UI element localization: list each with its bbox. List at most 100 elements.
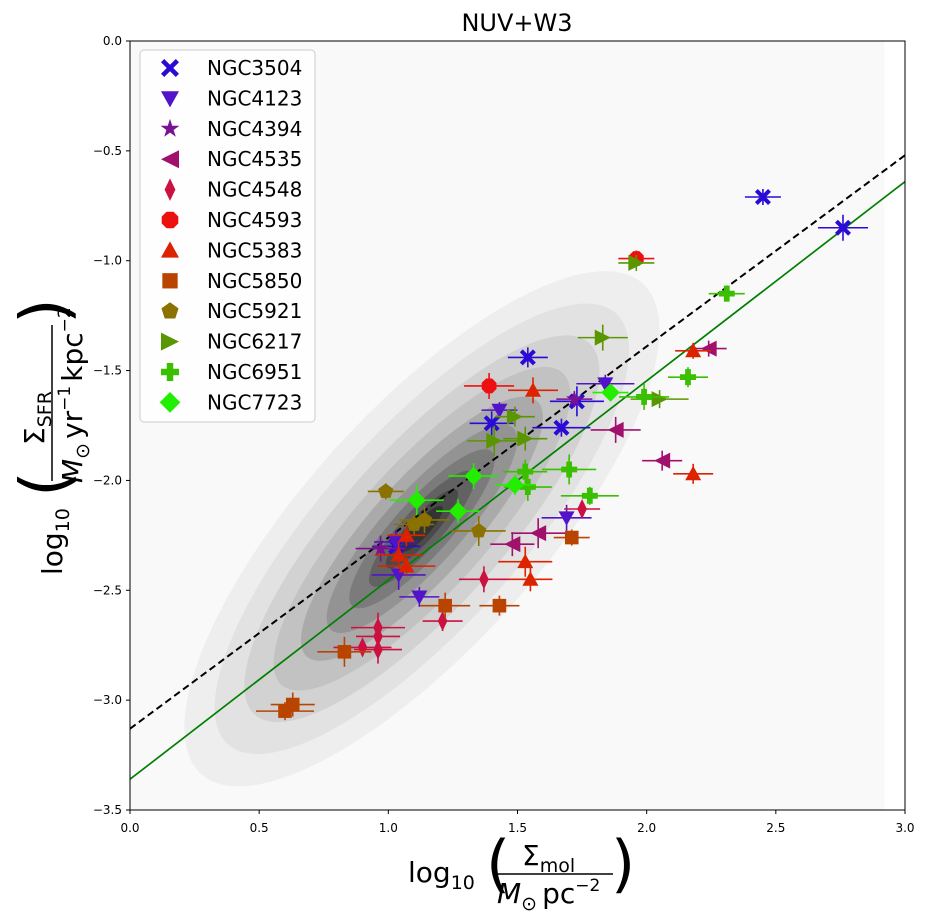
legend-label: NGC5383 xyxy=(207,238,302,262)
data-point xyxy=(373,639,383,660)
y-tick-label: −2.5 xyxy=(93,583,122,597)
series-NGC6951 xyxy=(503,285,745,505)
series-NGC5850 xyxy=(256,529,590,721)
data-point xyxy=(491,403,508,419)
legend-label: NGC5921 xyxy=(207,299,302,323)
data-point xyxy=(835,219,851,236)
legend-label: NGC5850 xyxy=(207,269,302,293)
data-point xyxy=(517,430,534,447)
legend-marker xyxy=(164,178,176,201)
x-tick-label: 2.0 xyxy=(637,821,656,835)
legend-marker xyxy=(161,59,179,77)
data-point xyxy=(504,536,521,553)
x-tick-label: 1.5 xyxy=(508,821,527,835)
legend-marker xyxy=(161,211,179,229)
data-point xyxy=(471,522,487,538)
data-point xyxy=(685,342,702,358)
series-NGC4535 xyxy=(490,340,727,557)
svg-text:Σmol: Σmol xyxy=(522,839,575,877)
data-point xyxy=(636,388,653,405)
data-point xyxy=(700,340,717,357)
y-tick-label: −3.0 xyxy=(93,693,122,707)
data-point xyxy=(525,382,541,397)
data-point xyxy=(390,547,407,562)
legend-label: NGC6951 xyxy=(207,360,302,384)
data-point xyxy=(411,590,428,605)
y-axis-ticks: 0.0 −0.5 −1.0 −1.5 −2.0 −2.5 −3.0 −3.5 xyxy=(93,34,130,817)
data-point xyxy=(680,369,696,386)
x-axis-ticks: 0.0 0.5 1.0 1.5 2.0 2.5 3.0 xyxy=(120,810,915,835)
data-point xyxy=(492,598,507,613)
y-tick-label: 0.0 xyxy=(103,34,122,48)
data-point xyxy=(654,452,671,469)
x-tick-label: 1.0 xyxy=(379,821,398,835)
y-tick-label: −1.5 xyxy=(93,364,122,378)
reference-dashed-line xyxy=(130,154,905,730)
y-tick-label: −1.0 xyxy=(93,254,122,268)
legend-label: NGC4123 xyxy=(207,86,302,110)
data-point xyxy=(517,553,534,569)
svg-text:M⊙yr−1kpc−2: M⊙yr−1kpc−2 xyxy=(55,307,94,483)
series-NGC5921 xyxy=(367,483,506,546)
x-tick-label: 2.5 xyxy=(766,821,785,835)
data-point xyxy=(651,391,668,408)
data-point xyxy=(594,329,611,346)
y-axis-label: log10 ( ΣSFR M⊙yr−1kpc−2 ) xyxy=(6,298,94,575)
svg-text:(: ( xyxy=(6,471,83,497)
data-point xyxy=(628,254,645,271)
svg-text:M⊙pc−2: M⊙ pc−2 xyxy=(497,876,600,915)
chart-title: NUV+W3 xyxy=(461,9,572,37)
data-point xyxy=(479,569,489,590)
x-tick-label: 0.0 xyxy=(120,821,139,835)
data-point xyxy=(406,516,422,531)
data-point xyxy=(519,479,536,496)
series-NGC5383 xyxy=(374,342,714,592)
legend-marker xyxy=(161,91,179,108)
legend-marker xyxy=(162,273,178,289)
data-point xyxy=(519,349,536,366)
data-point xyxy=(481,378,497,394)
legend-marker xyxy=(161,302,179,319)
y-tick-label: −3.5 xyxy=(93,803,122,817)
legend-label: NGC4548 xyxy=(207,178,302,202)
legend-label: NGC4394 xyxy=(207,117,302,141)
data-point xyxy=(607,421,624,438)
data-point xyxy=(278,704,292,718)
data-point xyxy=(685,465,702,481)
legend-marker xyxy=(159,392,181,413)
svg-text:log10: log10 xyxy=(408,856,475,894)
y-tick-label: −2.0 xyxy=(93,473,122,487)
data-point xyxy=(337,645,352,659)
data-point xyxy=(522,571,539,586)
data-point xyxy=(577,498,587,519)
data-point xyxy=(483,415,500,432)
legend-marker xyxy=(160,118,180,137)
x-tick-label: 0.5 xyxy=(250,821,269,835)
data-point xyxy=(565,390,583,407)
legend-marker xyxy=(161,363,179,381)
legend-label: NGC7723 xyxy=(207,390,302,414)
data-point xyxy=(558,511,575,526)
data-point xyxy=(438,598,452,613)
legend-marker xyxy=(161,332,179,351)
series-NGC6217 xyxy=(467,254,689,456)
data-point xyxy=(517,463,534,480)
data-point xyxy=(378,483,394,498)
series-NGC4548 xyxy=(333,498,601,664)
data-point xyxy=(398,527,415,542)
legend-label: NGC4535 xyxy=(207,147,302,171)
legend: NGC3504 NGC4123 NGC4394 NGC4535 NGC4548 NGC45… xyxy=(139,49,316,423)
svg-text:(: ( xyxy=(486,827,510,900)
data-point xyxy=(372,539,389,556)
data-point xyxy=(505,475,525,495)
data-point xyxy=(581,487,598,504)
svg-text:): ) xyxy=(611,827,635,900)
data-point xyxy=(506,408,523,425)
y-tick-label: −0.5 xyxy=(93,144,122,158)
svg-text:): ) xyxy=(6,298,83,324)
data-point xyxy=(561,461,578,478)
svg-text:log10: log10 xyxy=(36,508,74,575)
legend-label: NGC4593 xyxy=(207,208,302,232)
data-point xyxy=(564,530,579,545)
data-point xyxy=(601,383,620,402)
